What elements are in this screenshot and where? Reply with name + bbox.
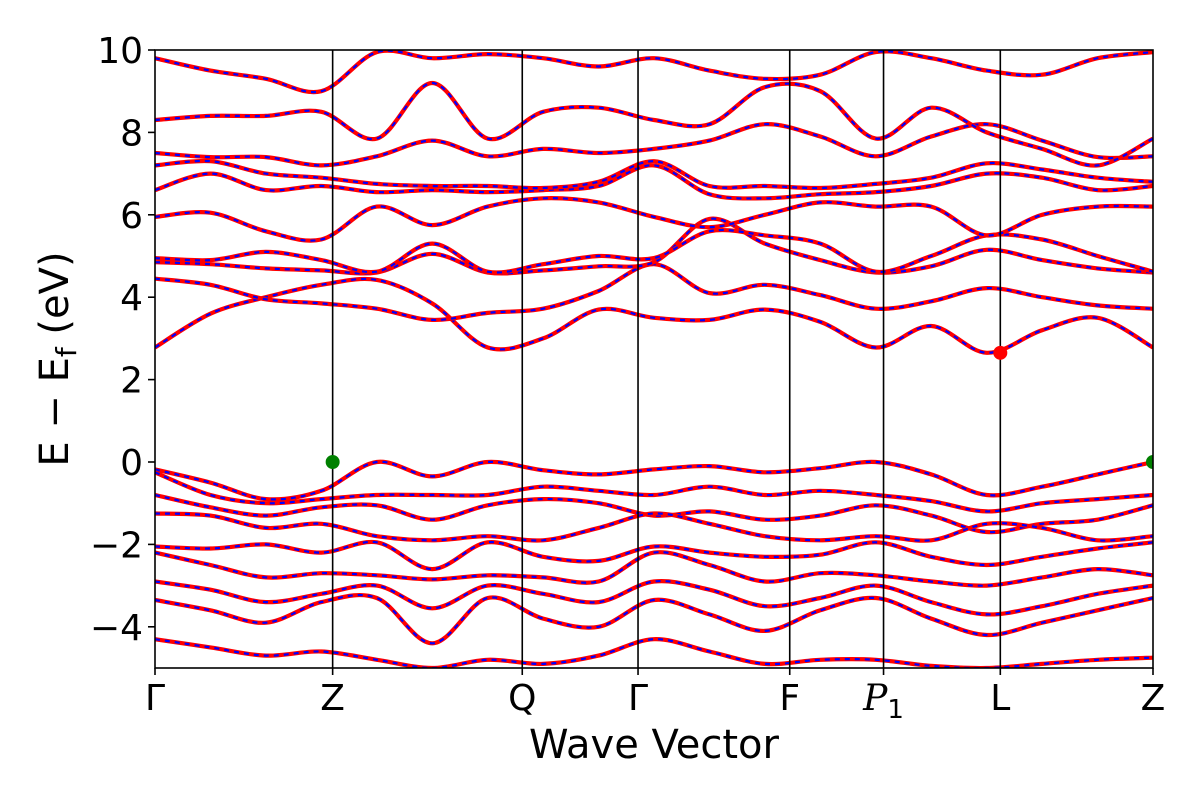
special-point-cbm	[993, 345, 1008, 360]
y-tick-label: 0	[120, 443, 143, 484]
band-v1	[155, 459, 1153, 502]
band-c10	[155, 50, 1153, 95]
band-line-dashed	[155, 81, 1153, 167]
y-tick-label: 8	[120, 113, 143, 154]
band-line-dashed	[155, 551, 1153, 587]
y-tick-label: 6	[120, 196, 143, 237]
y-axis-title: E − Ef (eV)	[32, 251, 83, 466]
y-tick-label: 10	[97, 31, 143, 72]
band-line-solid	[155, 637, 1153, 668]
x-axis-ticks: Γ Z Q Γ F P1 L Z	[145, 668, 1165, 725]
bands-layer	[155, 50, 1153, 668]
band-v6	[155, 550, 1153, 588]
band-c7	[155, 158, 1153, 191]
special-point-vbm	[325, 455, 340, 469]
y-tick-label: 2	[120, 361, 143, 402]
band-line-dashed	[155, 197, 1153, 242]
band-c3	[155, 216, 1153, 276]
band-v9	[155, 637, 1153, 668]
x-tick-label: L	[990, 678, 1010, 719]
band-v5	[155, 539, 1153, 572]
y-tick-label: −2	[90, 525, 143, 566]
band-v2	[155, 470, 1153, 514]
band-line-dashed	[155, 277, 1153, 354]
x-tick-label: Z	[320, 678, 345, 719]
band-line-dashed	[155, 460, 1153, 501]
plot-frame	[154, 49, 1154, 669]
band-line-dashed	[155, 164, 1153, 200]
x-tick-label: P1	[862, 678, 904, 725]
x-tick-label: Q	[508, 678, 536, 719]
band-v7	[155, 578, 1153, 617]
band-v4	[155, 511, 1153, 543]
band-v8	[155, 593, 1153, 646]
band-line-solid	[155, 539, 1153, 572]
band-line-dashed	[155, 594, 1153, 645]
band-c8	[155, 122, 1153, 168]
band-line-dashed	[155, 123, 1153, 167]
band-c6	[155, 163, 1153, 201]
band-line-dashed	[155, 579, 1153, 616]
x-tick-label: Γ	[628, 678, 648, 719]
special-point-vbm	[1146, 455, 1153, 469]
band-c9	[155, 80, 1153, 168]
y-axis-ticks: −4 −2 0 2 4 6 8 10	[90, 31, 155, 649]
band-line-solid	[155, 216, 1153, 276]
x-axis-title: Wave Vector	[529, 722, 780, 768]
kpoint-lines	[331, 50, 1002, 668]
band-line-dashed	[155, 50, 1153, 94]
x-tick-label: F	[779, 678, 800, 719]
x-tick-label: Γ	[145, 678, 165, 719]
band-c1	[155, 276, 1153, 355]
band-line-dashed	[155, 471, 1153, 513]
y-tick-label: 4	[120, 278, 143, 319]
special-points	[325, 345, 1153, 469]
band-line-solid	[155, 158, 1153, 191]
band-line-dashed	[155, 512, 1153, 542]
y-tick-label: −4	[90, 608, 143, 649]
x-tick-label: Z	[1141, 678, 1166, 719]
band-c5	[155, 196, 1153, 243]
